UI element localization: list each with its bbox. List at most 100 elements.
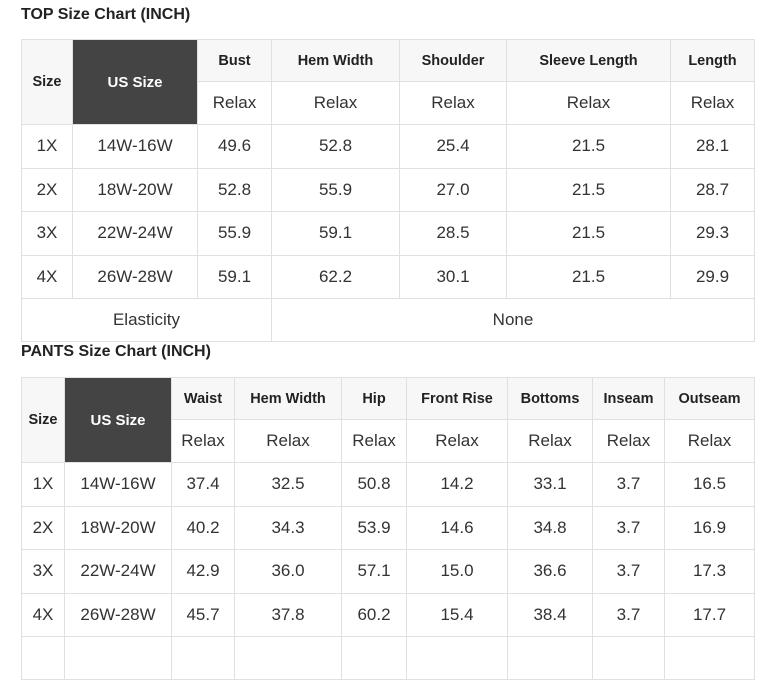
measurement-cell: 25.4 [399,124,507,169]
empty-cell [64,636,172,680]
column-header: Sleeve Length [506,39,671,82]
empty-cell [171,636,235,680]
empty-cell [592,636,665,680]
us-size-cell: 22W-24W [64,549,172,594]
empty-cell [341,636,407,680]
measurement-cell: 3.7 [592,592,665,637]
measurement-cell: 27.0 [399,167,507,212]
header-row: Size US Size Bust Hem Width Shoulder Sleeve L… [21,39,755,125]
column-header: Hip [341,377,407,420]
measurement-cell: 36.6 [507,549,593,594]
header-row: Size US Size Waist Hem Width Hip Front Rise Bo… [21,377,755,463]
measurement-cell: 21.5 [506,167,671,212]
column-header: Front Rise [406,377,508,420]
size-cell: 1X [21,124,73,169]
pants-chart-title: PANTS Size Chart (INCH) [21,343,211,360]
measurement-cell: 17.3 [664,549,755,594]
elasticity-value: None [271,298,755,342]
measurement-cell: 15.0 [406,549,508,594]
table-row: 2X 18W-20W 40.2 34.3 53.9 14.6 34.8 3.7 16.9 [21,505,755,550]
measurement-cell: 52.8 [271,124,400,169]
table-row: 1X 14W-16W 37.4 32.5 50.8 14.2 33.1 3.7 16.5 [21,462,755,507]
table-row: 1X 14W-16W 49.6 52.8 25.4 21.5 28.1 [21,124,755,169]
us-size-cell: 26W-28W [64,592,172,637]
us-size-cell: 22W-24W [72,211,198,256]
fit-label: Relax [664,419,755,463]
us-size-cell: 26W-28W [72,254,198,299]
measurement-cell: 49.6 [197,124,272,169]
measurement-cell: 34.8 [507,505,593,550]
column-header: Bust [197,39,272,82]
fit-row: Relax Relax Relax Relax Relax Relax Relax [22,419,755,463]
size-header: Size [21,39,73,125]
column-header: Shoulder [399,39,507,82]
fit-label: Relax [234,419,342,463]
size-cell: 1X [21,462,65,507]
us-size-cell: 14W-16W [64,462,172,507]
measurement-cell: 37.8 [234,592,342,637]
measurement-cell: 28.7 [670,167,755,212]
fit-label: Relax [507,419,593,463]
size-cell: 4X [21,592,65,637]
measurement-cell: 3.7 [592,462,665,507]
measurement-cell: 55.9 [271,167,400,212]
empty-cell [234,636,342,680]
column-header: Bottoms [507,377,593,420]
fit-row: Relax Relax Relax Relax Relax [22,81,755,125]
measurement-cell: 16.5 [664,462,755,507]
fit-label: Relax [506,81,671,125]
size-cell: 3X [21,211,73,256]
measurement-cell: 50.8 [341,462,407,507]
table-row [21,636,755,680]
measurement-cell: 32.5 [234,462,342,507]
measurement-cell: 29.3 [670,211,755,256]
empty-cell [664,636,755,680]
measurement-cell: 59.1 [197,254,272,299]
measurement-cell: 57.1 [341,549,407,594]
fit-label: Relax [271,81,400,125]
fit-label: Relax [197,81,272,125]
empty-cell [507,636,593,680]
measurement-cell: 36.0 [234,549,342,594]
column-header: Waist [171,377,235,420]
table-row: 2X 18W-20W 52.8 55.9 27.0 21.5 28.7 [21,167,755,212]
measurement-cell: 30.1 [399,254,507,299]
measurement-cell: 28.5 [399,211,507,256]
elasticity-row: Elasticity None [21,298,755,342]
measurement-cell: 21.5 [506,211,671,256]
us-size-cell: 14W-16W [72,124,198,169]
size-cell: 4X [21,254,73,299]
elasticity-label: Elasticity [21,298,272,342]
measurement-cell: 29.9 [670,254,755,299]
measurement-cell: 15.4 [406,592,508,637]
column-header: Hem Width [234,377,342,420]
measurement-cell: 42.9 [171,549,235,594]
empty-cell [406,636,508,680]
fit-label: Relax [171,419,235,463]
measurement-cell: 3.7 [592,505,665,550]
measurement-cell: 40.2 [171,505,235,550]
measurement-cell: 28.1 [670,124,755,169]
us-size-header: US Size [64,377,172,463]
size-cell: 2X [21,505,65,550]
pants-size-table: Size US Size Waist Hem Width Hip Front Rise Bo… [21,377,755,680]
measurement-cell: 55.9 [197,211,272,256]
measurement-cell: 59.1 [271,211,400,256]
size-cell: 3X [21,549,65,594]
measurement-cell: 34.3 [234,505,342,550]
empty-cell [21,636,65,680]
fit-label: Relax [341,419,407,463]
measurement-cell: 17.7 [664,592,755,637]
measurement-cell: 21.5 [506,254,671,299]
measurement-cell: 21.5 [506,124,671,169]
fit-label: Relax [406,419,508,463]
measurement-cell: 37.4 [171,462,235,507]
measurement-cell: 45.7 [171,592,235,637]
column-header: Length [670,39,755,82]
measurement-cell: 14.6 [406,505,508,550]
measurement-cell: 3.7 [592,549,665,594]
fit-label: Relax [592,419,665,463]
table-row: 4X 26W-28W 45.7 37.8 60.2 15.4 38.4 3.7 17.7 [21,592,755,637]
measurement-cell: 16.9 [664,505,755,550]
column-header: Outseam [664,377,755,420]
